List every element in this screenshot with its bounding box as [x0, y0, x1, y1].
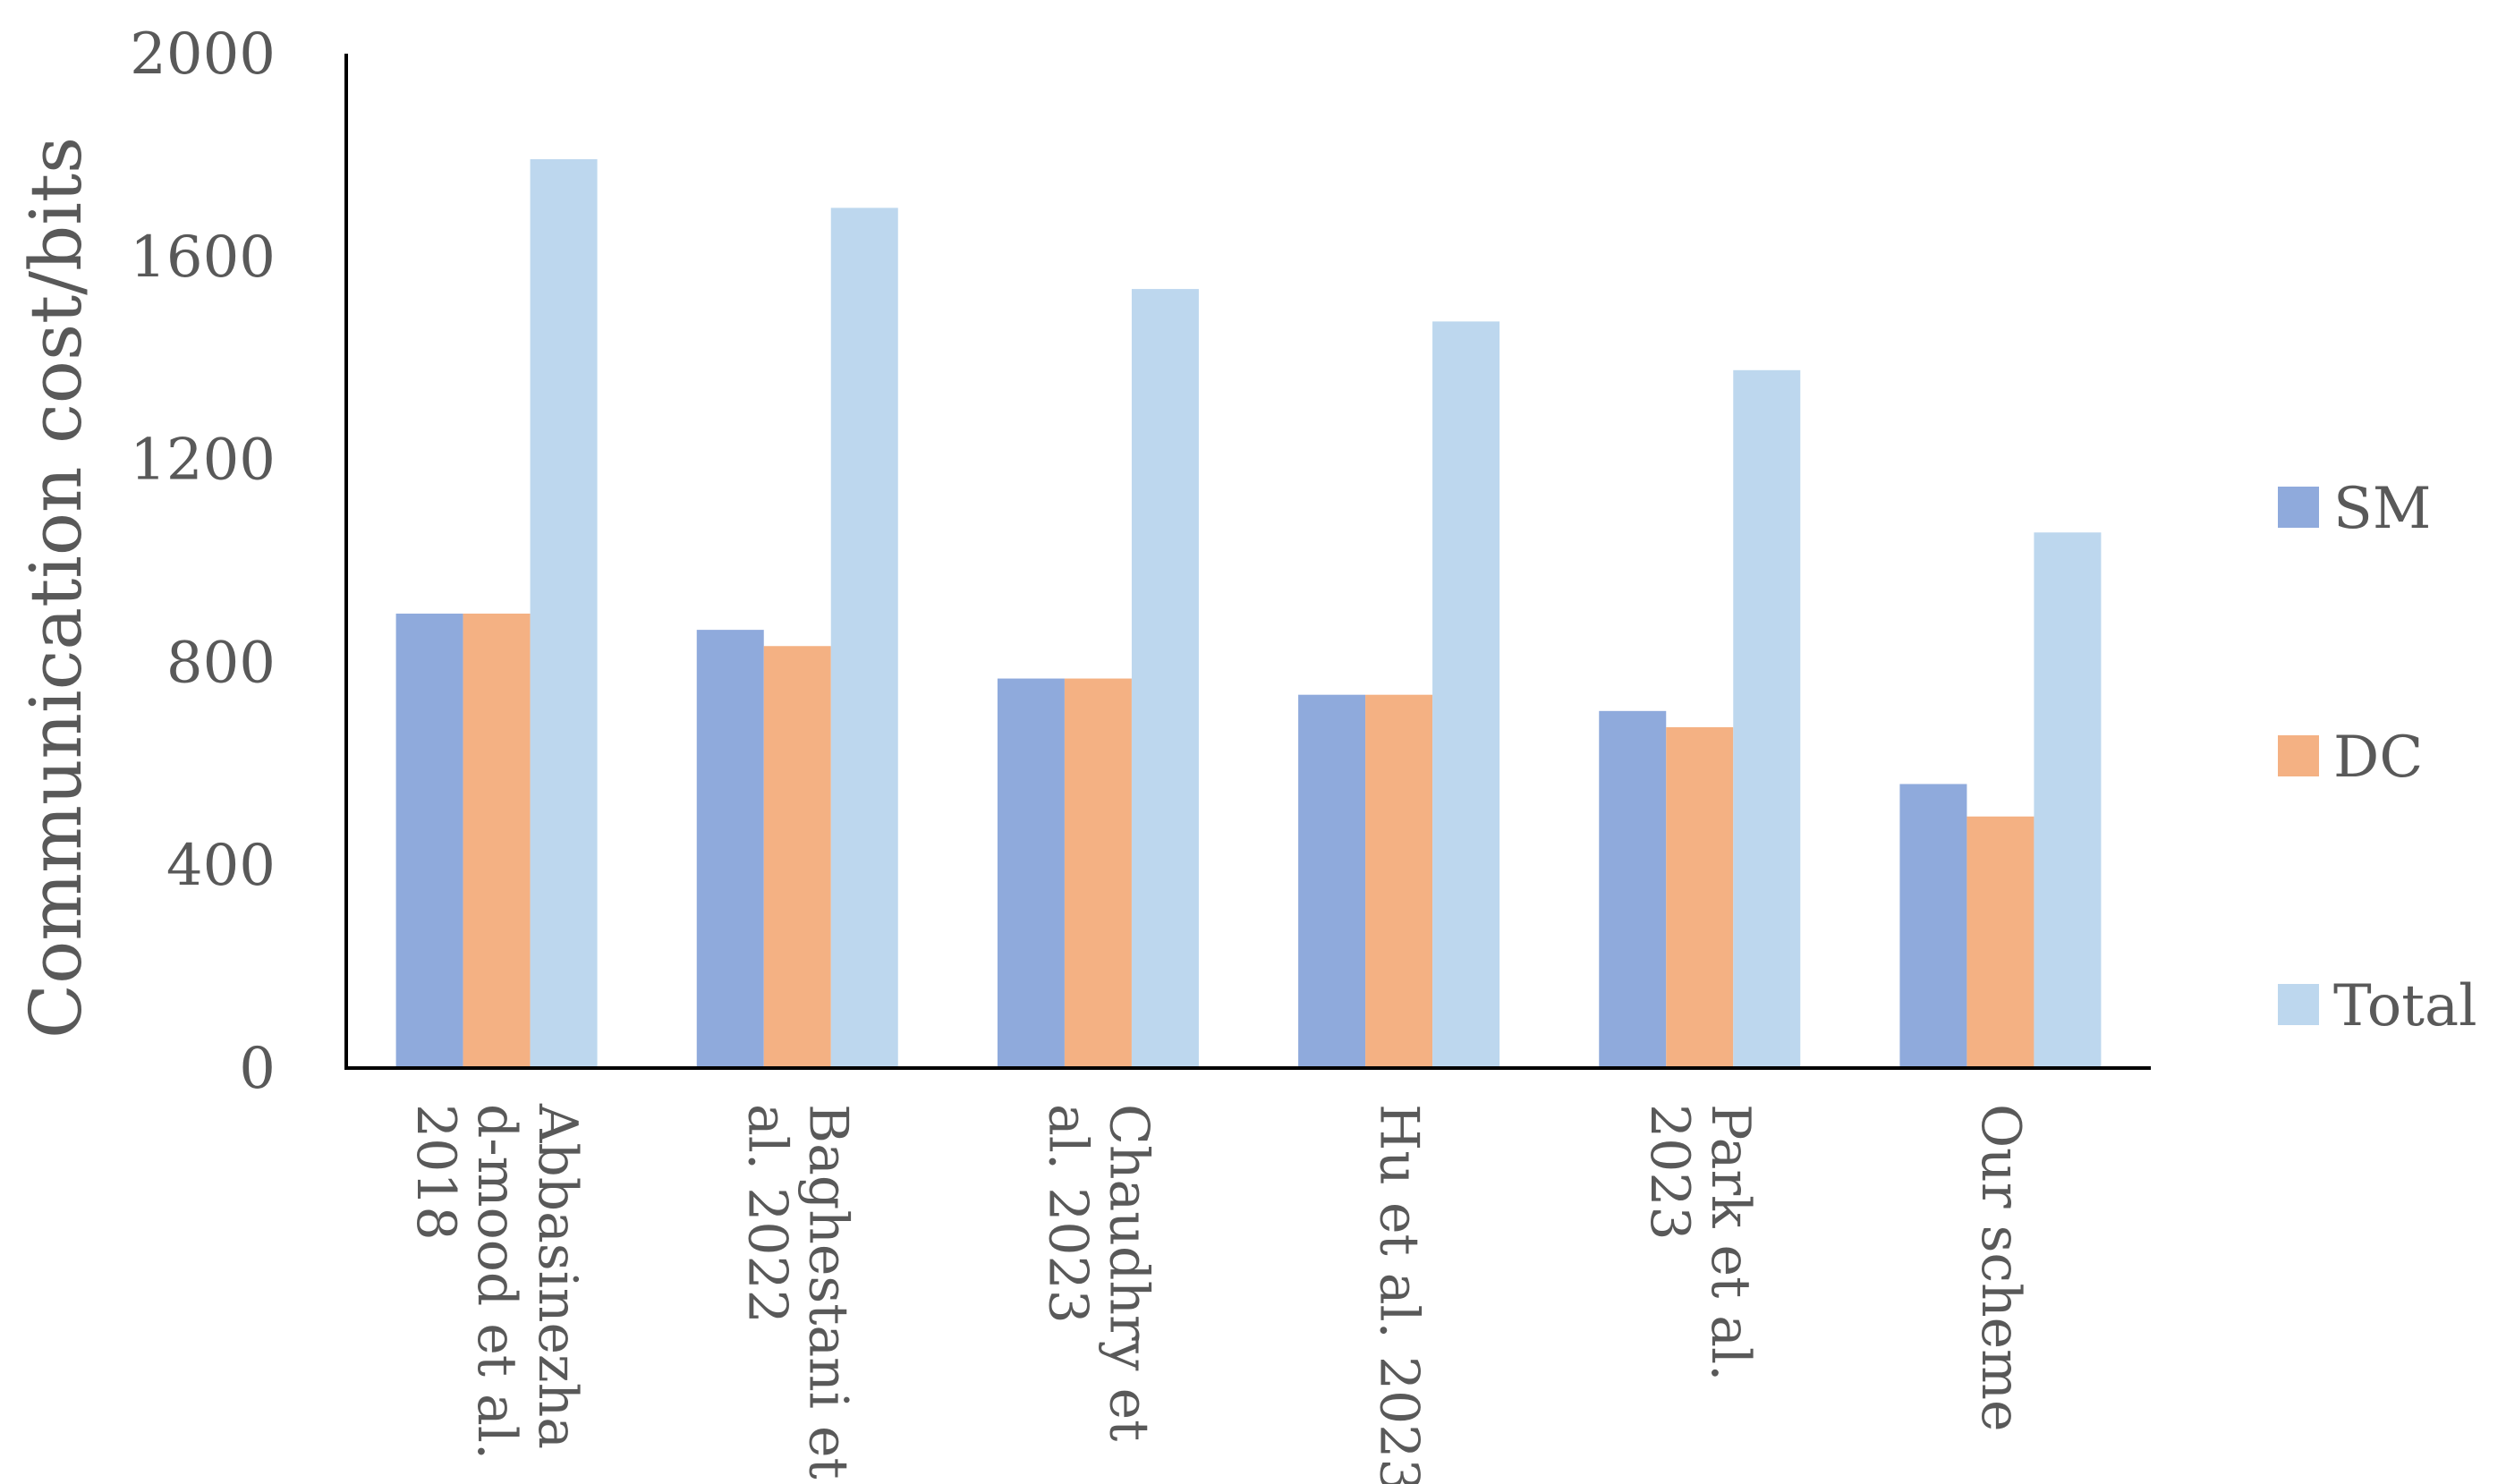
bar-total-0 — [530, 158, 598, 1068]
x-category-label-line: Hu et al. 2023 — [1368, 1104, 1431, 1484]
y-tick-label: 400 — [166, 833, 276, 899]
bar-sm-5 — [1899, 784, 1967, 1068]
legend-label: DC — [2333, 725, 2423, 791]
legend-item-sm: SM — [2278, 476, 2431, 542]
y-tick-label: 1600 — [130, 225, 276, 291]
x-category-label: Our scheme — [1969, 1104, 2032, 1432]
bar-total-2 — [1131, 289, 1199, 1068]
x-category-label-line: d-mood et al. — [465, 1104, 528, 1460]
y-tick-label: 800 — [166, 630, 276, 696]
y-tick-labels: 0 400 800 1200 1600 2000 — [130, 21, 276, 1102]
bars-layer — [395, 158, 2102, 1069]
x-category-label-line: 2023 — [1638, 1104, 1701, 1241]
bar-total-1 — [830, 208, 898, 1069]
x-category-label-line: al. 2023 — [1036, 1104, 1099, 1324]
x-category-label: Hu et al. 2023 — [1368, 1104, 1431, 1484]
bar-sm-1 — [696, 630, 764, 1068]
x-category-label-line: 2018 — [404, 1104, 467, 1241]
bar-dc-0 — [463, 613, 531, 1068]
bar-dc-1 — [763, 646, 831, 1068]
legend-swatch — [2278, 487, 2319, 528]
y-tick-label: 0 — [239, 1036, 276, 1102]
legend-swatch — [2278, 735, 2319, 776]
bar-sm-2 — [997, 678, 1065, 1068]
x-category-label-line: Chaudhry et — [1097, 1104, 1160, 1441]
y-axis-label: Communication cost/bits — [14, 137, 98, 1039]
x-category-label: Park et al.2023 — [1638, 1104, 1762, 1381]
legend-label: SM — [2333, 476, 2431, 542]
bar-dc-5 — [1967, 816, 2035, 1068]
bar-sm-3 — [1298, 694, 1366, 1068]
bar-total-3 — [1432, 321, 1500, 1069]
x-category-label-line: al. 2022 — [735, 1104, 798, 1324]
bar-total-4 — [1733, 369, 1801, 1069]
legend-item-total: Total — [2278, 973, 2477, 1039]
bar-dc-4 — [1666, 726, 1734, 1068]
legend: SM DC Total — [2278, 476, 2477, 1039]
bar-dc-3 — [1365, 694, 1433, 1068]
x-category-label-line: Our scheme — [1969, 1104, 2032, 1432]
legend-swatch — [2278, 984, 2319, 1025]
legend-label: Total — [2333, 973, 2477, 1039]
bar-sm-0 — [395, 613, 463, 1068]
x-category-label-line: Abbasinezha — [526, 1103, 589, 1449]
legend-item-dc: DC — [2278, 725, 2423, 791]
y-tick-label: 1200 — [130, 428, 276, 494]
bar-dc-2 — [1064, 678, 1132, 1068]
x-category-label-line: Baghestani et — [796, 1104, 859, 1480]
y-tick-label: 2000 — [130, 21, 276, 88]
x-category-label-line: Park et al. — [1699, 1104, 1762, 1381]
bar-total-5 — [2034, 532, 2102, 1068]
bar-sm-4 — [1599, 710, 1667, 1068]
